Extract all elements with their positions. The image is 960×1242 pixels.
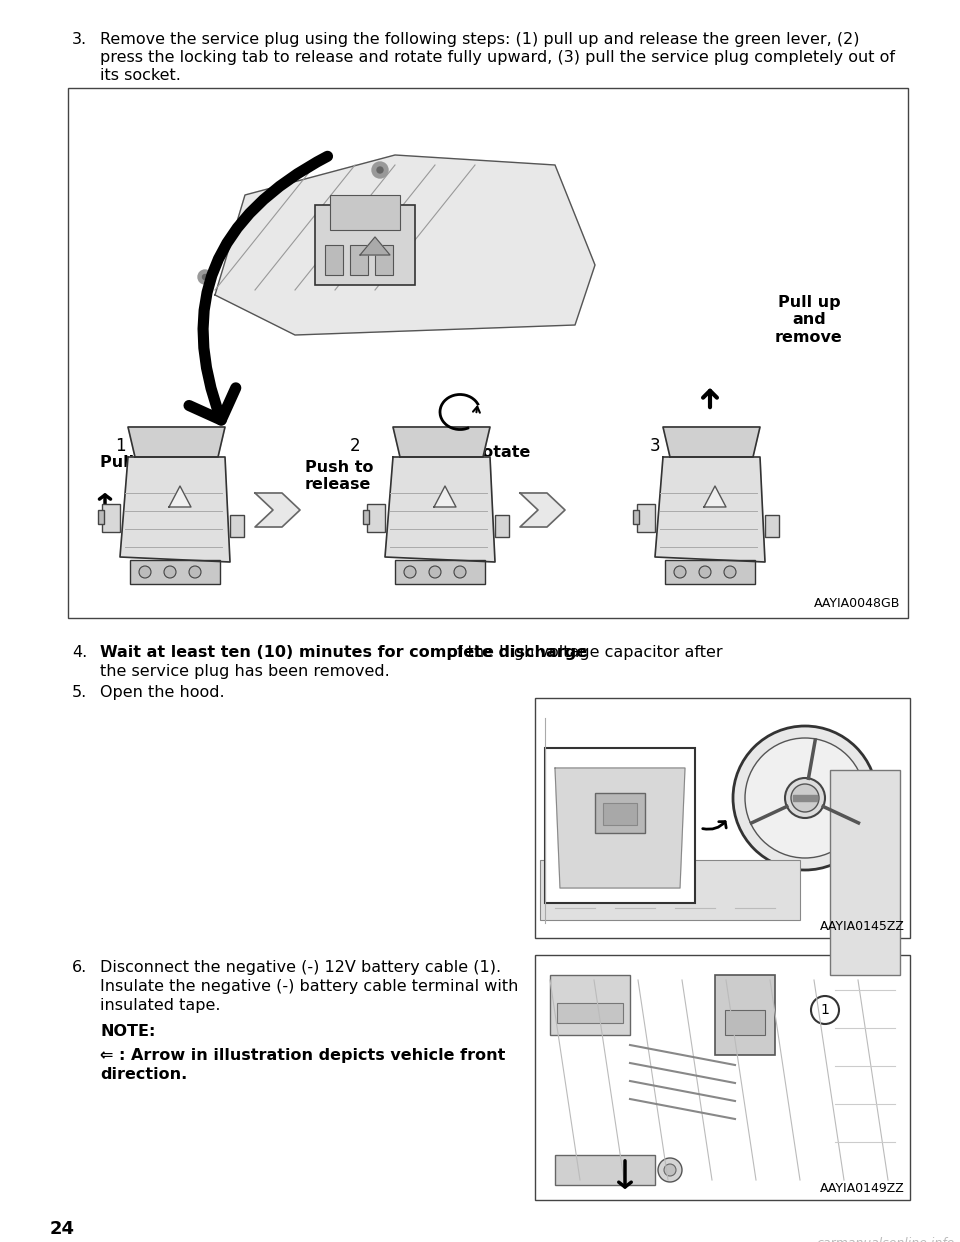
Text: 1: 1	[821, 1004, 829, 1017]
Bar	[725, 1010, 765, 1035]
Bar	[765, 515, 779, 537]
Bar	[545, 748, 695, 903]
Text: of the high voltage capacitor after: of the high voltage capacitor after	[442, 645, 723, 660]
Polygon shape	[704, 486, 726, 507]
Polygon shape	[385, 457, 495, 561]
Circle shape	[733, 727, 877, 869]
Text: 3.: 3.	[72, 32, 87, 47]
Text: Rotate: Rotate	[470, 445, 530, 460]
Circle shape	[429, 566, 441, 578]
Bar	[325, 245, 343, 274]
Bar	[68, 88, 908, 619]
Text: Push to
release: Push to release	[305, 460, 373, 492]
Bar	[555, 1155, 655, 1185]
Text: insulated tape.: insulated tape.	[100, 999, 221, 1013]
Text: press the locking tab to release and rotate fully upward, (3) pull the service p: press the locking tab to release and rot…	[100, 50, 895, 65]
Circle shape	[189, 566, 201, 578]
Text: Remove the service plug using the following steps: (1) pull up and release the g: Remove the service plug using the follow…	[100, 32, 859, 47]
Text: the service plug has been removed.: the service plug has been removed.	[100, 664, 390, 679]
Bar	[375, 245, 393, 274]
Circle shape	[372, 161, 388, 178]
Bar	[557, 1004, 623, 1023]
Bar	[540, 859, 800, 920]
Circle shape	[791, 784, 819, 812]
Bar	[363, 510, 369, 524]
Polygon shape	[520, 493, 565, 527]
Circle shape	[664, 1164, 676, 1176]
Circle shape	[198, 270, 212, 284]
Polygon shape	[655, 457, 765, 561]
Bar	[665, 560, 755, 584]
Circle shape	[164, 566, 176, 578]
Text: 5.: 5.	[72, 686, 87, 700]
Text: 6.: 6.	[72, 960, 87, 975]
Polygon shape	[663, 427, 760, 457]
Polygon shape	[555, 768, 685, 888]
FancyArrowPatch shape	[189, 156, 327, 420]
Text: AAYIA0145ZZ: AAYIA0145ZZ	[820, 920, 905, 933]
Bar	[595, 792, 645, 833]
Circle shape	[724, 566, 736, 578]
Text: Open the hood.: Open the hood.	[100, 686, 225, 700]
Bar	[395, 560, 485, 584]
Bar	[830, 770, 900, 975]
Bar	[637, 504, 655, 532]
Polygon shape	[120, 457, 230, 561]
Polygon shape	[255, 493, 300, 527]
Bar	[633, 510, 639, 524]
Bar	[603, 804, 637, 825]
Polygon shape	[360, 237, 390, 255]
Text: ⇐ : Arrow in illustration depicts vehicle front: ⇐ : Arrow in illustration depicts vehicl…	[100, 1048, 505, 1063]
Text: 4.: 4.	[72, 645, 87, 660]
Circle shape	[454, 566, 466, 578]
Text: its socket.: its socket.	[100, 68, 180, 83]
Text: NOTE:: NOTE:	[100, 1023, 156, 1040]
Text: Wait at least ten (10) minutes for complete discharge: Wait at least ten (10) minutes for compl…	[100, 645, 588, 660]
Circle shape	[203, 274, 207, 279]
Bar	[793, 795, 817, 801]
Bar	[230, 515, 244, 537]
Circle shape	[745, 738, 865, 858]
Circle shape	[658, 1158, 682, 1182]
Text: 24: 24	[50, 1220, 75, 1238]
Text: AAYIA0048GB: AAYIA0048GB	[814, 597, 900, 610]
Polygon shape	[128, 427, 225, 457]
Bar	[330, 195, 400, 230]
Polygon shape	[393, 427, 490, 457]
Bar	[535, 698, 910, 938]
Circle shape	[674, 566, 686, 578]
Bar	[98, 510, 104, 524]
Polygon shape	[169, 486, 191, 507]
Circle shape	[811, 996, 839, 1023]
Bar	[102, 504, 120, 532]
Polygon shape	[215, 155, 595, 335]
Text: direction.: direction.	[100, 1067, 187, 1082]
Polygon shape	[434, 486, 456, 507]
Circle shape	[377, 166, 383, 173]
Text: Disconnect the negative (-) 12V battery cable (1).: Disconnect the negative (-) 12V battery …	[100, 960, 501, 975]
Text: carmanualsonline.info: carmanualsonline.info	[817, 1237, 955, 1242]
Bar	[315, 205, 415, 284]
Bar	[550, 975, 630, 1035]
Circle shape	[699, 566, 711, 578]
Bar	[130, 560, 220, 584]
Text: 3: 3	[650, 437, 660, 455]
Text: 2: 2	[350, 437, 361, 455]
Bar	[495, 515, 509, 537]
Text: 1: 1	[115, 437, 126, 455]
Bar	[715, 975, 775, 1054]
Circle shape	[785, 777, 825, 818]
Circle shape	[404, 566, 416, 578]
Text: Insulate the negative (-) battery cable terminal with: Insulate the negative (-) battery cable …	[100, 979, 518, 994]
Bar	[367, 504, 385, 532]
Bar	[535, 955, 910, 1200]
Text: Pull up
and
remove: Pull up and remove	[775, 296, 843, 345]
Bar	[350, 245, 368, 274]
Text: AAYIA0149ZZ: AAYIA0149ZZ	[820, 1182, 905, 1195]
Circle shape	[139, 566, 151, 578]
Text: Pull up: Pull up	[100, 455, 162, 469]
